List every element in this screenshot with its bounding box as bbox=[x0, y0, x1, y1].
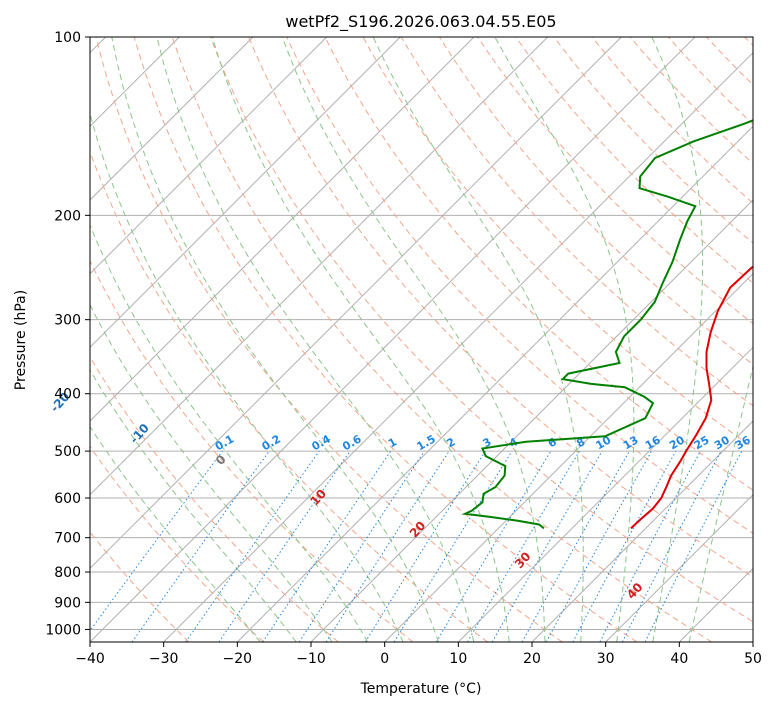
dry-adiabat bbox=[90, 259, 414, 642]
moist-adiabat bbox=[111, 37, 439, 642]
dewpoint-line bbox=[461, 119, 753, 530]
isotherm-line bbox=[531, 420, 753, 642]
y-tick-label: 100 bbox=[54, 30, 81, 46]
background-lines bbox=[90, 37, 753, 642]
mixing-ratio-line bbox=[644, 450, 743, 642]
y-tick-label: 700 bbox=[54, 531, 81, 547]
dry-adiabats bbox=[90, 37, 753, 642]
plot-frame bbox=[89, 36, 754, 643]
y-tick-label: 1000 bbox=[45, 622, 81, 638]
mixing-ratio-line bbox=[218, 450, 351, 642]
mixing-ratio-line bbox=[298, 450, 425, 642]
isotherm-line bbox=[384, 272, 753, 642]
isotherm-line bbox=[163, 51, 753, 642]
y-tick-label: 900 bbox=[54, 595, 81, 611]
mixing-ratio-line bbox=[393, 450, 513, 642]
mixing-ratio-lines bbox=[90, 450, 743, 642]
isotherm-line bbox=[457, 346, 753, 642]
x-tick-label: 50 bbox=[744, 651, 762, 667]
mixing-ratio-line bbox=[131, 450, 270, 642]
x-tick-label: −40 bbox=[75, 651, 105, 667]
y-tick-label: 200 bbox=[54, 208, 81, 224]
y-tick-label: 400 bbox=[54, 387, 81, 403]
moist-adiabat bbox=[651, 37, 704, 642]
chart-title: wetPf2_S196.2026.063.04.55.E05 bbox=[285, 12, 556, 32]
y-axis-ticks: 100 200 300 400 500 600 700 800 900 1000 bbox=[45, 30, 90, 638]
isotherm-line bbox=[605, 493, 753, 642]
moist-adiabat bbox=[372, 37, 584, 642]
moist-adiabat bbox=[90, 223, 369, 642]
isotherm-line bbox=[90, 37, 622, 570]
y-tick-label: 600 bbox=[54, 491, 81, 507]
x-axis-label: Temperature (°C) bbox=[360, 681, 482, 697]
mixing-ratio-line bbox=[545, 450, 653, 642]
x-tick-label: −30 bbox=[149, 651, 179, 667]
mixing-ratio-line bbox=[521, 450, 630, 642]
x-tick-label: 40 bbox=[670, 651, 688, 667]
skewed-isotherms bbox=[90, 37, 753, 642]
x-axis-ticks: −40 −30 −20 −10 0 10 20 30 40 50 bbox=[75, 642, 762, 667]
moist-adiabat bbox=[90, 303, 333, 642]
dry-adiabat bbox=[324, 37, 753, 491]
isotherm-line bbox=[90, 37, 696, 642]
dry-adiabat bbox=[248, 37, 753, 578]
moist-adiabat bbox=[156, 37, 475, 642]
dry-adiabat bbox=[90, 356, 339, 642]
x-tick-label: 0 bbox=[380, 651, 389, 667]
isotherm-line bbox=[90, 37, 549, 496]
x-tick-label: −10 bbox=[296, 651, 326, 667]
moist-adiabat bbox=[211, 37, 510, 642]
y-tick-label: 300 bbox=[54, 313, 81, 329]
mixing-ratio-line bbox=[90, 450, 223, 632]
isotherm-line bbox=[90, 37, 254, 201]
y-axis-label: Pressure (hPa) bbox=[13, 290, 29, 390]
x-tick-label: 10 bbox=[449, 651, 467, 667]
isobar-gridlines bbox=[90, 37, 753, 630]
dry-adiabat bbox=[133, 37, 638, 642]
y-tick-label: 500 bbox=[54, 444, 81, 460]
moist-adiabat bbox=[90, 111, 404, 642]
x-tick-label: −20 bbox=[223, 651, 253, 667]
dry-adiabat bbox=[286, 37, 753, 534]
dry-adiabat bbox=[171, 37, 712, 642]
x-tick-label: 20 bbox=[523, 651, 541, 667]
isotherm-line bbox=[90, 37, 475, 422]
dry-adiabat bbox=[95, 37, 563, 642]
y-tick-label: 800 bbox=[54, 565, 81, 581]
mixing-ratio-line bbox=[185, 450, 320, 642]
isotherm-line bbox=[90, 37, 401, 349]
dry-adiabat bbox=[210, 37, 753, 623]
moist-adiabat bbox=[494, 37, 635, 642]
isotherm-line bbox=[236, 125, 753, 642]
mixing-ratio-line bbox=[572, 450, 677, 642]
profile-series bbox=[461, 119, 753, 530]
moist-adiabat bbox=[90, 369, 297, 642]
moist-adiabat bbox=[688, 363, 753, 642]
x-tick-label: 30 bbox=[597, 651, 615, 667]
mixing-ratio-line bbox=[262, 450, 392, 642]
temperature-line bbox=[630, 265, 753, 530]
isotherm-line bbox=[90, 37, 328, 275]
dry-adiabat bbox=[90, 445, 264, 642]
moist-adiabats bbox=[90, 37, 753, 642]
moist-adiabat bbox=[281, 37, 546, 642]
moist-adiabat bbox=[90, 425, 261, 642]
dry-adiabat bbox=[515, 37, 753, 284]
mixing-ratio-line bbox=[325, 450, 450, 642]
plot-area bbox=[90, 37, 753, 642]
